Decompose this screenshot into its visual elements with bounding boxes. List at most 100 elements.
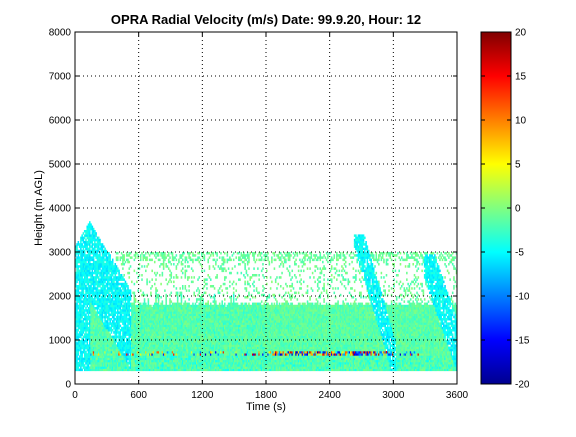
velocity-cell (131, 353, 133, 356)
velocity-cell (106, 320, 109, 323)
velocity-cell (155, 346, 157, 350)
velocity-cell (146, 265, 148, 268)
velocity-cell (133, 315, 136, 319)
velocity-cell (128, 296, 131, 299)
velocity-cell (110, 276, 113, 279)
velocity-cell (226, 287, 229, 290)
velocity-cell (109, 320, 111, 323)
velocity-cell (76, 331, 78, 334)
velocity-cell (122, 320, 124, 323)
velocity-cell (180, 300, 183, 303)
velocity-cell (95, 353, 97, 356)
velocity-cell (118, 307, 120, 310)
velocity-cell (160, 355, 162, 358)
velocity-cell (85, 234, 87, 237)
velocity-cell (184, 285, 187, 288)
velocity-cell (109, 353, 111, 356)
velocity-cell (89, 269, 91, 273)
velocity-cell (87, 364, 90, 367)
velocity-cell (147, 346, 150, 350)
velocity-cell (96, 322, 99, 325)
velocity-cell (198, 291, 201, 295)
velocity-cell (109, 276, 111, 279)
velocity-cell (96, 329, 99, 332)
velocity-cell (95, 313, 97, 317)
velocity-cell (150, 344, 152, 347)
velocity-cell (118, 278, 120, 281)
velocity-cell (78, 243, 81, 246)
velocity-cell (90, 223, 92, 226)
velocity-cell (78, 296, 81, 299)
velocity-cell (100, 245, 103, 248)
velocity-cell (139, 351, 142, 354)
velocity-cell (141, 335, 143, 339)
velocity-cell (75, 307, 77, 310)
velocity-cell (151, 335, 153, 339)
velocity-cell (125, 307, 128, 310)
velocity-cell (165, 368, 167, 372)
velocity-cell (117, 307, 119, 310)
velocity-cell (164, 342, 166, 345)
velocity-cell (96, 289, 99, 292)
velocity-cell (100, 291, 103, 295)
velocity-cell (87, 232, 90, 235)
velocity-cell (145, 313, 147, 317)
velocity-cell (113, 280, 115, 284)
velocity-cell (139, 359, 142, 363)
velocity-cell (165, 344, 167, 347)
velocity-cell (78, 344, 81, 347)
velocity-cell (123, 307, 125, 310)
velocity-cell (100, 346, 103, 350)
velocity-cell (91, 227, 94, 231)
velocity-cell (129, 359, 132, 363)
velocity-cell (161, 315, 164, 319)
velocity-cell (81, 285, 83, 288)
velocity-cell (169, 302, 171, 306)
velocity-cell (129, 318, 132, 321)
velocity-cell (122, 298, 124, 301)
velocity-cell (103, 271, 105, 275)
velocity-cell (108, 318, 110, 321)
velocity-cell (117, 258, 119, 262)
velocity-cell (85, 326, 87, 330)
velocity-cell (185, 258, 188, 262)
velocity-cell (160, 348, 162, 352)
velocity-cell (142, 344, 145, 347)
velocity-cell (91, 344, 94, 347)
velocity-cell (152, 351, 155, 354)
velocity-cell (104, 302, 106, 306)
velocity-cell (122, 291, 124, 295)
velocity-cell (96, 269, 99, 273)
velocity-cell (150, 322, 152, 325)
velocity-cell (162, 315, 165, 319)
velocity-cell (142, 309, 145, 312)
velocity-cell (137, 359, 139, 363)
velocity-cell (134, 355, 137, 358)
velocity-cell (100, 302, 103, 306)
velocity-cell (103, 322, 105, 325)
velocity-cell (89, 311, 91, 314)
velocity-cell (138, 318, 141, 321)
velocity-cell (83, 304, 86, 308)
velocity-cell (123, 355, 125, 358)
velocity-cell (85, 346, 87, 350)
velocity-cell (137, 348, 139, 352)
velocity-cell (95, 311, 97, 314)
velocity-cell (110, 355, 113, 358)
velocity-cell (194, 302, 197, 306)
velocity-cell (76, 344, 78, 347)
velocity-cell (125, 346, 128, 350)
velocity-cell (221, 289, 223, 292)
velocity-cell (153, 359, 156, 363)
velocity-cell (85, 280, 87, 284)
velocity-cell (91, 289, 94, 292)
velocity-cell (226, 260, 229, 264)
velocity-cell (106, 364, 109, 367)
velocity-cell (164, 351, 166, 354)
velocity-cell (157, 293, 160, 297)
velocity-cell (86, 337, 89, 341)
velocity-cell (139, 366, 142, 369)
velocity-cell (118, 300, 120, 303)
velocity-cell (94, 293, 96, 297)
velocity-cell (100, 282, 103, 286)
